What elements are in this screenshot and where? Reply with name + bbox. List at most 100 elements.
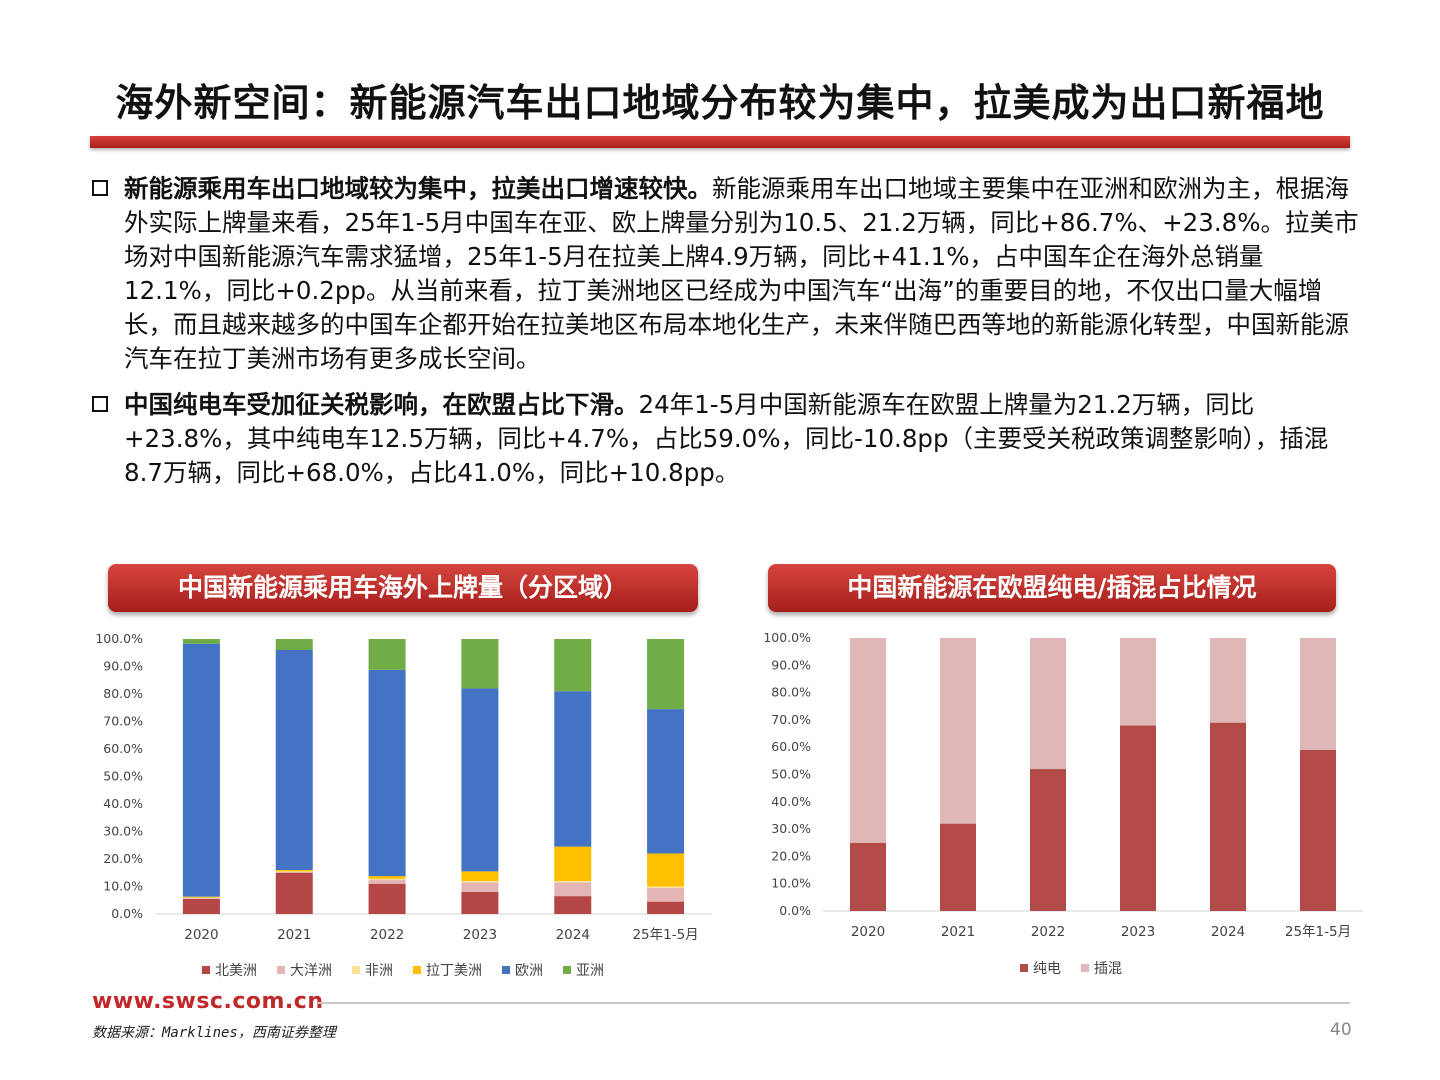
bar-segment-欧洲 <box>647 709 685 854</box>
legend-swatch <box>352 966 360 974</box>
x-tick-label: 2023 <box>463 927 497 943</box>
bar-segment-亚洲 <box>647 639 685 710</box>
eu-share-stacked-bar-chart: 0.0% 10.0% 20.0% 30.0% 40.0% 50.0% 60.0% 70.0% 8… <box>763 630 1363 977</box>
y-tick-label: 40.0% <box>771 794 811 809</box>
bar-segment-北美洲 <box>275 872 313 914</box>
x-tick-label: 2022 <box>1031 924 1065 940</box>
legend-label: 北美洲 <box>215 963 257 979</box>
bar-segment-插混 <box>1030 638 1066 770</box>
bar-segment-大洋洲 <box>461 882 499 892</box>
bar-segment-欧洲 <box>368 669 406 877</box>
y-tick-label: 50.0% <box>103 769 143 784</box>
bar-segment-亚洲 <box>461 639 499 689</box>
bar-segment-北美洲 <box>182 898 220 914</box>
y-tick-label: 90.0% <box>103 659 143 674</box>
bar-segment-亚洲 <box>182 639 220 644</box>
y-tick-label: 0.0% <box>779 903 811 918</box>
bar-segment-大洋洲 <box>647 887 685 902</box>
bar-segment-大洋洲 <box>182 898 220 899</box>
bar-segment-非洲 <box>647 886 685 888</box>
legend-swatch <box>277 966 285 974</box>
x-tick-label: 25年1-5月 <box>1285 924 1351 940</box>
x-tick-label: 2024 <box>556 927 590 943</box>
bar-segment-大洋洲 <box>368 879 406 884</box>
x-tick-label: 2021 <box>941 924 975 940</box>
bar-segment-插混 <box>1210 638 1246 723</box>
title-underline <box>90 136 1350 148</box>
bullet-item-2: 中国纯电车受加征关税影响，在欧盟占比下滑。24年1-5月中国新能源车在欧盟上牌量… <box>92 388 1362 490</box>
bar-segment-拉丁美洲 <box>647 853 685 887</box>
bullet-text: 24年1-5月中国新能源车在欧盟上牌量为21.2万辆，同比+23.8%，其中纯电… <box>124 390 1329 487</box>
bar-segment-非洲 <box>554 881 592 883</box>
x-tick-label: 2023 <box>1121 924 1155 940</box>
x-tick-label: 2021 <box>277 927 311 943</box>
bar-segment-非洲 <box>461 881 499 883</box>
y-tick-label: 60.0% <box>771 739 811 754</box>
bullet-list: 新能源乘用车出口地域较为集中，拉美出口增速较快。新能源乘用车出口地域主要集中在亚… <box>92 172 1362 502</box>
y-tick-label: 90.0% <box>771 657 811 672</box>
footer-divider <box>318 1002 1350 1004</box>
square-bullet-icon <box>92 180 108 196</box>
legend-swatch <box>502 966 510 974</box>
legend-swatch <box>202 966 210 974</box>
page-number: 40 <box>1330 1020 1352 1040</box>
bar-segment-大洋洲 <box>275 871 313 873</box>
legend-swatch <box>1020 964 1028 972</box>
bullet-text: 新能源乘用车出口地域主要集中在亚洲和欧洲为主，根据海外实际上牌量来看，25年1-… <box>124 174 1359 373</box>
bar-segment-纯电 <box>1120 725 1156 911</box>
bar-segment-亚洲 <box>554 639 592 692</box>
bar-segment-亚洲 <box>368 639 406 670</box>
legend-label: 拉丁美洲 <box>426 963 482 979</box>
page-title: 海外新空间：新能源汽车出口地域分布较为集中，拉美成为出口新福地 <box>115 81 1325 125</box>
bar-segment-北美洲 <box>554 896 592 914</box>
legend-swatch <box>413 966 421 974</box>
bar-segment-纯电 <box>940 823 976 911</box>
y-tick-label: 40.0% <box>103 796 143 811</box>
y-tick-label: 70.0% <box>103 714 143 729</box>
bar-segment-欧洲 <box>275 650 313 870</box>
y-tick-label: 30.0% <box>103 824 143 839</box>
legend-label: 非洲 <box>365 963 393 979</box>
y-tick-label: 100.0% <box>763 630 811 645</box>
y-tick-label: 10.0% <box>771 876 811 891</box>
y-tick-label: 20.0% <box>771 848 811 863</box>
x-tick-label: 2020 <box>851 924 885 940</box>
bar-segment-纯电 <box>1300 749 1336 911</box>
legend-label: 纯电 <box>1033 961 1061 977</box>
x-tick-label: 25年1-5月 <box>632 927 698 943</box>
y-tick-label: 10.0% <box>103 879 143 894</box>
y-tick-label: 50.0% <box>771 767 811 782</box>
bar-segment-插混 <box>1300 638 1336 750</box>
y-tick-label: 30.0% <box>771 821 811 836</box>
footer-url: www.swsc.com.cn <box>92 989 324 1014</box>
bar-segment-纯电 <box>1030 769 1066 911</box>
y-tick-label: 0.0% <box>111 906 143 921</box>
bar-segment-拉丁美洲 <box>275 870 313 872</box>
y-tick-label: 70.0% <box>771 712 811 727</box>
bar-segment-拉丁美洲 <box>461 871 499 881</box>
bullet-item-1: 新能源乘用车出口地域较为集中，拉美出口增速较快。新能源乘用车出口地域主要集中在亚… <box>92 172 1362 376</box>
legend-label: 欧洲 <box>515 963 543 979</box>
legend-label: 插混 <box>1094 961 1122 977</box>
bar-segment-北美洲 <box>368 883 406 914</box>
chart-title-regions: 中国新能源乘用车海外上牌量（分区域） <box>108 564 698 612</box>
bar-segment-插混 <box>940 638 976 824</box>
bar-segment-北美洲 <box>461 892 499 914</box>
bullet-lead: 中国纯电车受加征关税影响，在欧盟占比下滑。 <box>124 390 639 419</box>
bar-segment-非洲 <box>368 878 406 880</box>
y-tick-label: 20.0% <box>103 851 143 866</box>
y-tick-label: 100.0% <box>95 631 143 646</box>
regions-stacked-bar-chart: 0.0% 10.0% 20.0% 30.0% 40.0% 50.0% 60.0% 70.0% 8… <box>95 631 712 979</box>
legend-label: 大洋洲 <box>290 963 332 979</box>
bar-segment-拉丁美洲 <box>554 846 592 881</box>
bar-segment-纯电 <box>850 842 886 911</box>
y-tick-label: 80.0% <box>771 685 811 700</box>
bar-segment-纯电 <box>1210 722 1246 911</box>
y-tick-label: 60.0% <box>103 741 143 756</box>
legend-swatch <box>1081 964 1089 972</box>
bar-segment-非洲 <box>182 897 220 899</box>
legend-swatch <box>563 966 571 974</box>
y-tick-label: 80.0% <box>103 686 143 701</box>
bar-segment-拉丁美洲 <box>368 876 406 879</box>
bar-segment-插混 <box>850 638 886 843</box>
